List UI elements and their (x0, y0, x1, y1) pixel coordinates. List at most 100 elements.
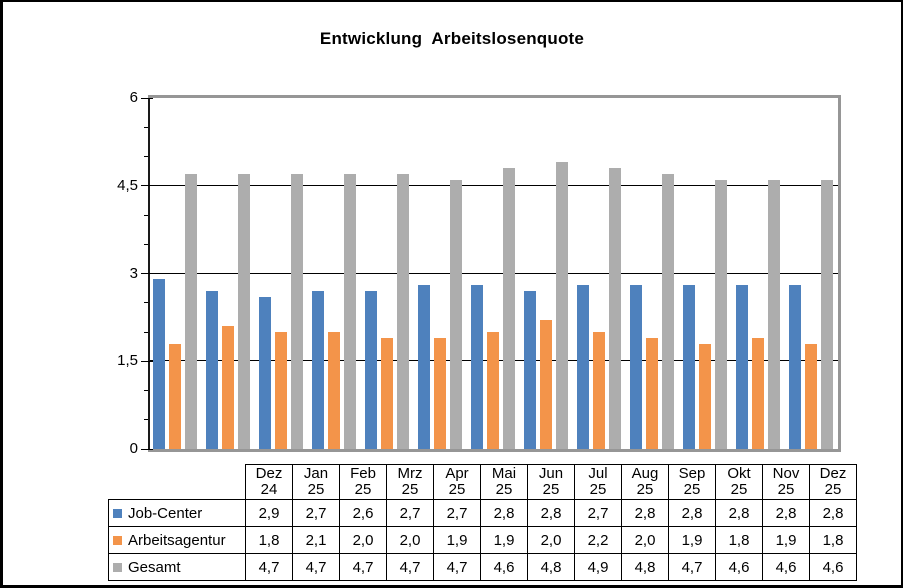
table-value-cell: 2,0 (386, 526, 434, 554)
chart-title: Entwicklung Arbeitslosenquote (319, 29, 585, 48)
series-label-text: Gesamt (128, 558, 181, 576)
table-value-cell: 2,8 (621, 499, 669, 527)
bar-arbeitsagentur (274, 332, 287, 449)
bar-gesamt (821, 179, 834, 449)
table-value-cell: 2,7 (433, 499, 481, 527)
bar-job-center (789, 285, 802, 449)
month-header-cell: Jul 25 (574, 464, 622, 500)
bar-gesamt (184, 174, 197, 449)
table-value-cell: 2,8 (480, 499, 528, 527)
bar-group-aug-25 (573, 98, 626, 449)
bar-arbeitsagentur (646, 337, 659, 449)
y-axis-minor-tick (144, 302, 148, 304)
series-label-cell: Job-Center (108, 499, 246, 527)
bar-group-nov-25 (732, 98, 785, 449)
y-axis-minor-tick (144, 390, 148, 392)
y-axis-major-tick (141, 185, 153, 187)
bar-groups (148, 98, 838, 449)
bar-arbeitsagentur (593, 332, 606, 449)
table-value-cell: 4,6 (762, 553, 810, 581)
bar-gesamt (609, 168, 622, 449)
legend-swatch-gesamt (113, 562, 122, 572)
table-row-job-center: Job-Center 2,9 2,7 2,6 2,7 2,7 2,8 2,8 2,7 2,8 2,8… (108, 499, 857, 527)
y-axis-label: 6 (129, 89, 138, 106)
bar-arbeitsagentur (327, 332, 340, 449)
bar-group-mai-25 (413, 98, 466, 449)
series-label-cell: Gesamt (108, 553, 246, 581)
table-value-cell: 4,7 (668, 553, 716, 581)
table-value-cell: 1,8 (809, 526, 857, 554)
y-axis-major-tick (141, 448, 153, 450)
bar-arbeitsagentur (805, 343, 818, 449)
bar-job-center (683, 285, 696, 449)
table-corner-blank (109, 465, 246, 500)
table-value-cell: 4,9 (574, 553, 622, 581)
table-value-cell: 1,8 (245, 526, 293, 554)
month-header-cell: Jun 25 (527, 464, 575, 500)
bar-group-jul-25 (520, 98, 573, 449)
table-value-cell: 1,8 (715, 526, 763, 554)
y-axis-major-tick (141, 273, 153, 274)
month-header-cell: Aug 25 (621, 464, 669, 500)
bar-arbeitsagentur (168, 343, 181, 449)
bar-job-center (258, 296, 271, 449)
bar-group-sep-25 (626, 98, 679, 449)
table-row-arbeitsagentur: Arbeitsagentur 1,8 2,1 2,0 2,0 1,9 1,9 2,0 2,2 2,… (108, 526, 857, 554)
bar-arbeitsagentur (433, 337, 446, 449)
table-value-cell: 4,6 (715, 553, 763, 581)
bar-job-center (205, 291, 218, 449)
y-axis-minor-tick (144, 214, 148, 216)
table-value-cell: 4,6 (480, 553, 528, 581)
legend-swatch-arbeitsagentur (113, 535, 122, 545)
gridline (148, 184, 838, 186)
table-value-cell: 1,9 (668, 526, 716, 554)
bar-group-jan-25 (201, 98, 254, 449)
bar-job-center (630, 285, 643, 449)
bar-job-center (736, 285, 749, 449)
month-header-cell: Mai 25 (480, 464, 528, 500)
table-body: Job-Center 2,9 2,7 2,6 2,7 2,7 2,8 2,8 2,7 2,8 2,8… (108, 499, 857, 581)
bar-gesamt (715, 179, 728, 449)
month-header-cell: Nov 25 (762, 464, 810, 500)
bar-group-feb-25 (254, 98, 307, 449)
bar-gesamt (237, 174, 250, 449)
bar-group-dez-24 (148, 98, 201, 449)
month-header-cell: Feb 25 (339, 464, 387, 500)
table-value-cell: 2,0 (339, 526, 387, 554)
month-header-cell: Dez 24 (245, 464, 293, 500)
y-axis-minor-tick (144, 331, 148, 333)
table-row-gesamt: Gesamt 4,7 4,7 4,7 4,7 4,7 4,6 4,8 4,9 4,8 4,7 4,6 4… (108, 553, 857, 581)
table-value-cell: 2,9 (245, 499, 293, 527)
table-value-cell: 4,8 (621, 553, 669, 581)
table-value-cell: 2,2 (574, 526, 622, 554)
data-table: Dez 24 Jan 25 Feb 25 Mrz 25 Apr 25 Mai 25 Jun … (108, 464, 857, 581)
table-value-cell: 4,8 (527, 553, 575, 581)
bar-gesamt (449, 179, 462, 449)
bar-arbeitsagentur (221, 326, 234, 449)
table-value-cell: 2,8 (668, 499, 716, 527)
bar-group-apr-25 (360, 98, 413, 449)
table-value-cell: 2,0 (527, 526, 575, 554)
table-value-cell: 2,6 (339, 499, 387, 527)
table-value-cell: 4,6 (809, 553, 857, 581)
legend-swatch-job-center (113, 508, 122, 518)
bar-gesamt (396, 174, 409, 449)
bar-arbeitsagentur (752, 337, 765, 449)
table-value-cell: 4,7 (433, 553, 481, 581)
table-value-cell: 1,9 (762, 526, 810, 554)
month-header-cell: Jan 25 (292, 464, 340, 500)
month-header-cell: Mrz 25 (386, 464, 434, 500)
y-axis-minor-tick (144, 156, 148, 157)
bar-arbeitsagentur (699, 343, 712, 449)
table-value-cell: 2,8 (715, 499, 763, 527)
y-axis-label: 1,5 (117, 352, 138, 370)
series-label-cell: Arbeitsagentur (108, 526, 246, 554)
y-axis-minor-tick (144, 419, 148, 421)
series-label-text: Arbeitsagentur (128, 531, 226, 549)
series-label-text: Job-Center (128, 504, 203, 522)
bar-job-center (417, 285, 430, 449)
table-value-cell: 4,7 (245, 553, 293, 581)
bar-gesamt (662, 174, 675, 449)
bar-gesamt (343, 174, 356, 449)
table-value-cell: 4,7 (339, 553, 387, 581)
